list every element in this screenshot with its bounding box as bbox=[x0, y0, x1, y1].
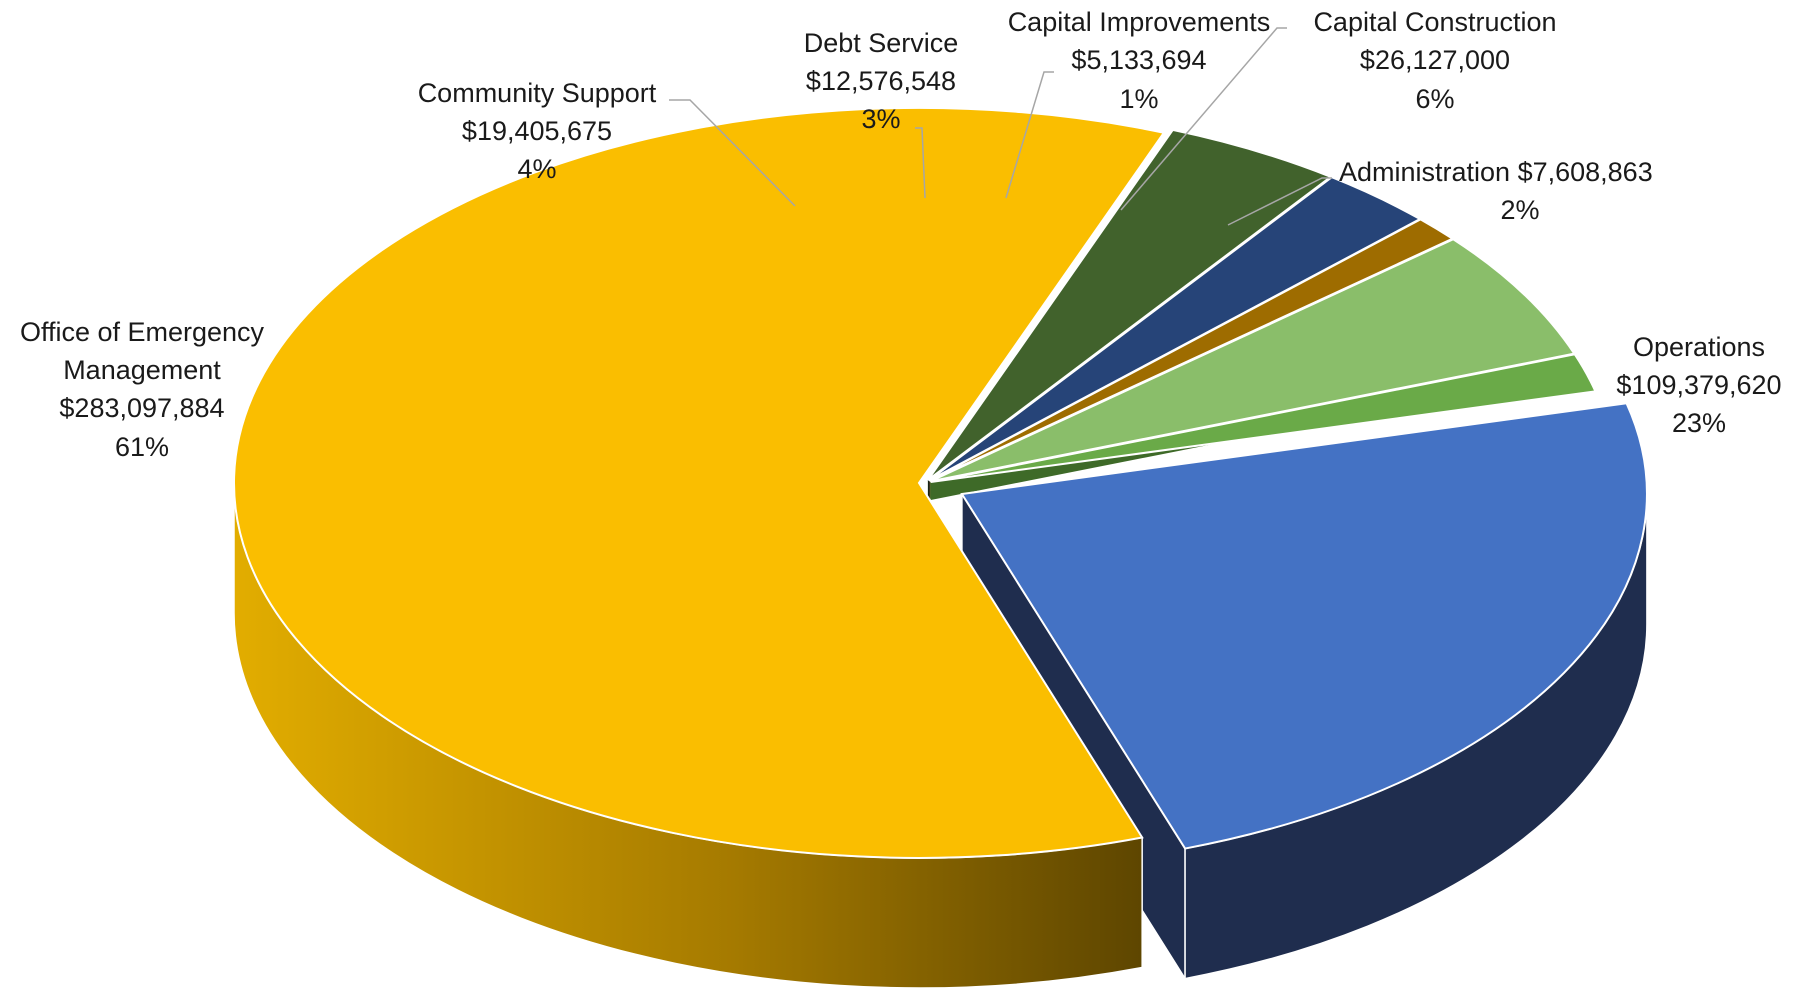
slice-community-support bbox=[927, 128, 1333, 481]
label-community-percent: 4% bbox=[517, 154, 556, 184]
label-operations-percent: 23% bbox=[1672, 408, 1726, 438]
leader-line-2 bbox=[669, 99, 796, 207]
slice-operations bbox=[960, 402, 1648, 850]
leader-lines bbox=[669, 27, 1332, 226]
label-community-name: Community Support bbox=[418, 78, 657, 108]
label-oem-value: $283,097,884 bbox=[59, 393, 224, 423]
label-capimp-percent: 1% bbox=[1119, 84, 1158, 114]
label-debt-name: Debt Service bbox=[804, 28, 959, 58]
label-capimp-name: Capital Improvements bbox=[1008, 7, 1271, 37]
label-capcon-value: $26,127,000 bbox=[1360, 45, 1510, 75]
label-admin-name-value: Administration $7,608,863 bbox=[1339, 157, 1653, 187]
label-admin-percent: 2% bbox=[1500, 195, 1539, 225]
slice-office-of-emergency-management bbox=[233, 106, 1166, 859]
leader-line-3 bbox=[915, 127, 926, 199]
label-oem-name-2: Management bbox=[63, 355, 221, 385]
slice-capital-construction bbox=[929, 238, 1576, 483]
slices-layer bbox=[233, 106, 1648, 989]
slice-administration bbox=[930, 353, 1597, 484]
leader-line-6 bbox=[1227, 177, 1332, 226]
label-debt-value: $12,576,548 bbox=[806, 66, 956, 96]
leader-line-4 bbox=[1005, 71, 1054, 199]
label-capimp-value: $5,133,694 bbox=[1071, 45, 1206, 75]
label-capcon-name: Capital Construction bbox=[1313, 7, 1556, 37]
label-debt-percent: 3% bbox=[861, 104, 900, 134]
label-operations-value: $109,379,620 bbox=[1616, 370, 1781, 400]
label-capcon-percent: 6% bbox=[1415, 84, 1454, 114]
label-community-value: $19,405,675 bbox=[462, 116, 612, 146]
label-operations-name: Operations bbox=[1633, 332, 1765, 362]
leader-line-5 bbox=[1120, 27, 1287, 211]
label-oem-name-1: Office of Emergency bbox=[20, 317, 265, 347]
label-oem-percent: 61% bbox=[115, 432, 169, 462]
